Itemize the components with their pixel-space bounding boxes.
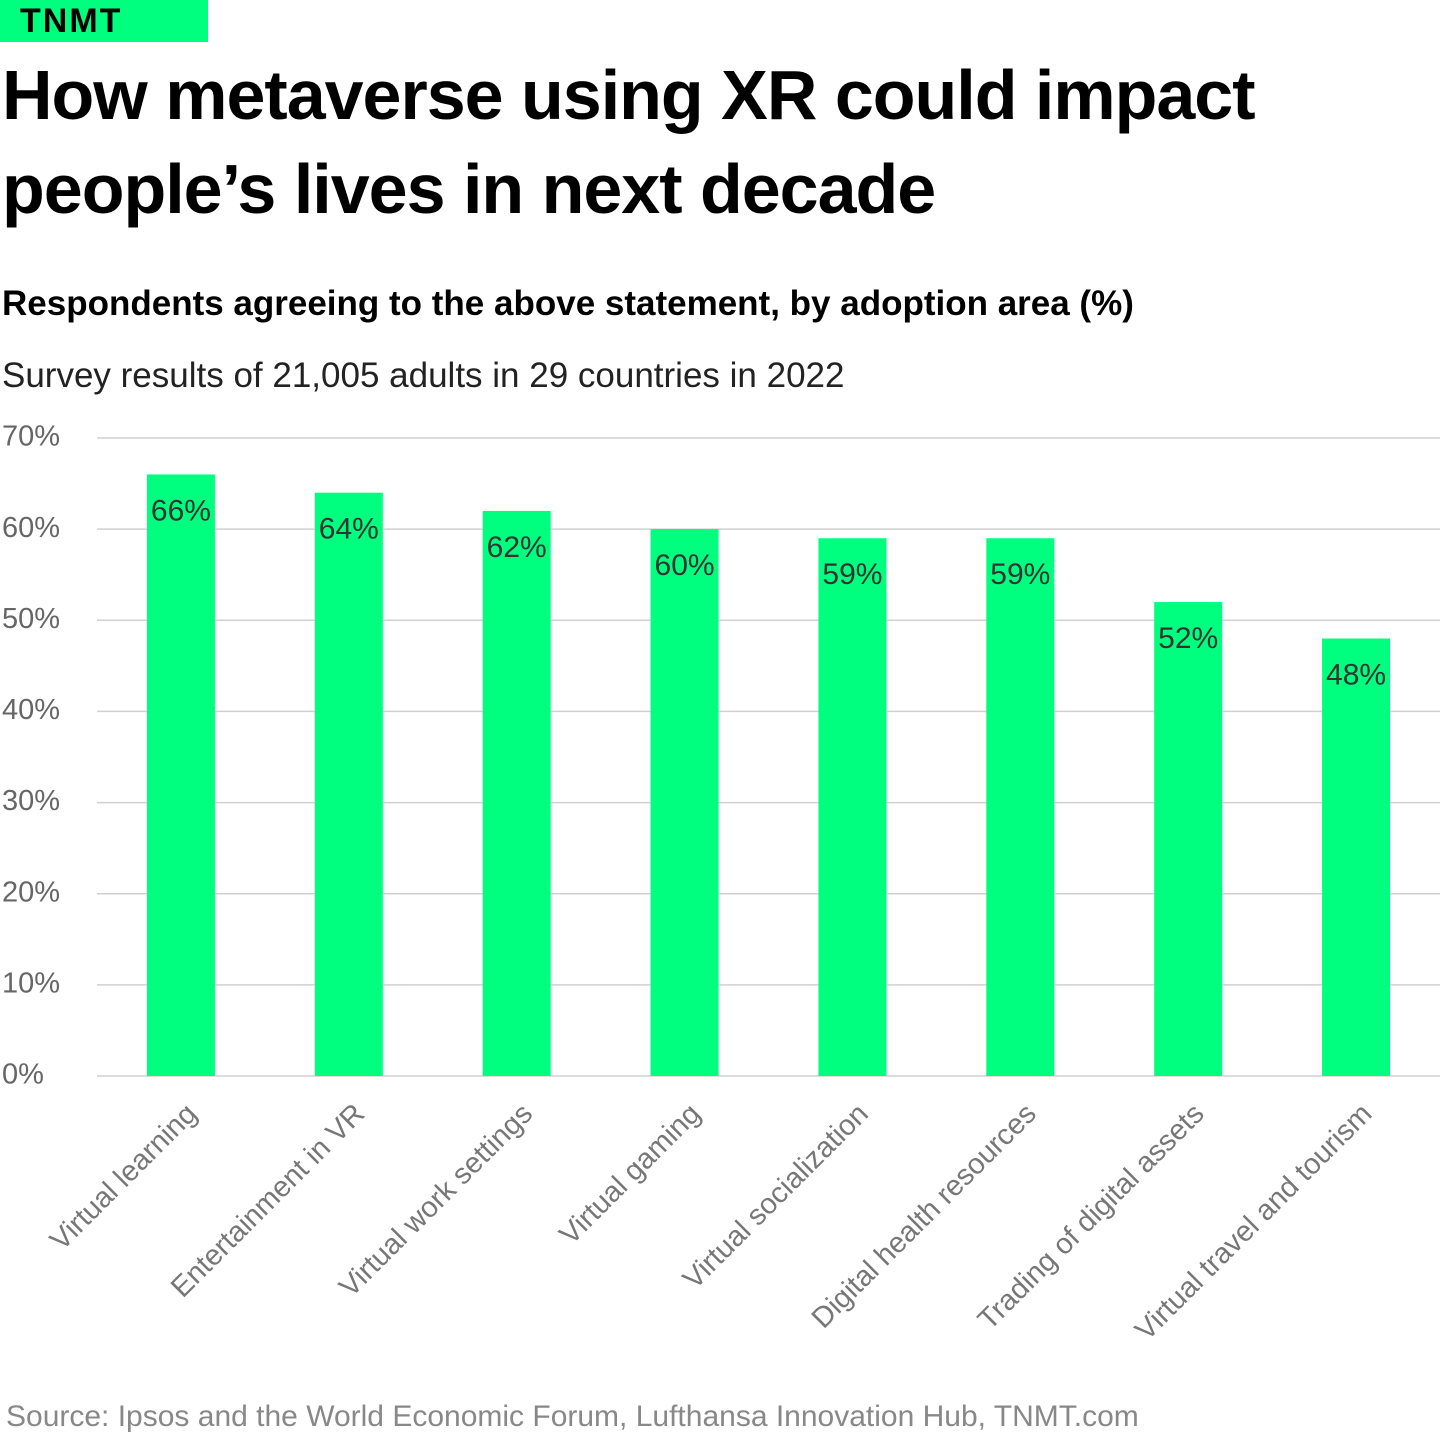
chart-title: How metaverse using XR could impact peop… [2, 56, 1256, 228]
x-tick-label: Virtual learning [44, 1098, 203, 1257]
chart: 0% 10% 20% 30% 40% 50% 60% 70% 66% Virtual learni… [2, 421, 1440, 1347]
y-tick-label: 30% [2, 785, 60, 817]
value-label: 60% [655, 549, 715, 582]
y-tick-label: 40% [2, 694, 60, 726]
value-label: 62% [487, 531, 547, 564]
y-tick-label: 0% [2, 1059, 44, 1091]
bar [146, 474, 215, 1076]
x-tick-label: Virtual socialization [677, 1098, 875, 1296]
chart-description: Survey results of 21,005 adults in 29 co… [2, 356, 845, 395]
x-tick-label: Virtual work settings [333, 1098, 539, 1304]
y-tick-label: 70% [2, 421, 60, 453]
bar [1322, 638, 1391, 1076]
x-tick-label: Virtual gaming [554, 1098, 707, 1251]
bar [650, 529, 719, 1076]
value-label: 59% [990, 558, 1050, 591]
value-label: 48% [1326, 658, 1386, 691]
value-label: 66% [151, 494, 211, 527]
value-label: 52% [1158, 622, 1218, 655]
value-label: 59% [822, 558, 882, 591]
y-tick-label: 50% [2, 603, 60, 635]
bar [986, 538, 1055, 1076]
chart-subtitle: Respondents agreeing to the above statem… [2, 284, 1134, 323]
brand: TNMT [0, 0, 208, 42]
y-tick-label: 10% [2, 968, 60, 1000]
source: Source: Ipsos and the World Economic For… [6, 1400, 1139, 1433]
bar [482, 510, 551, 1076]
y-tick-label: 20% [2, 876, 60, 908]
bar [1154, 602, 1223, 1076]
value-label: 64% [319, 513, 379, 546]
bar [818, 538, 887, 1076]
bar [314, 492, 383, 1077]
y-tick-label: 60% [2, 512, 60, 544]
